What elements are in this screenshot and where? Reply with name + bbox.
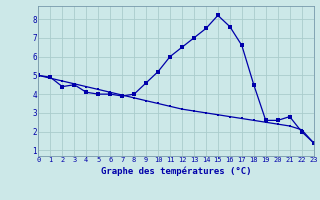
X-axis label: Graphe des températures (°C): Graphe des températures (°C) (101, 166, 251, 176)
